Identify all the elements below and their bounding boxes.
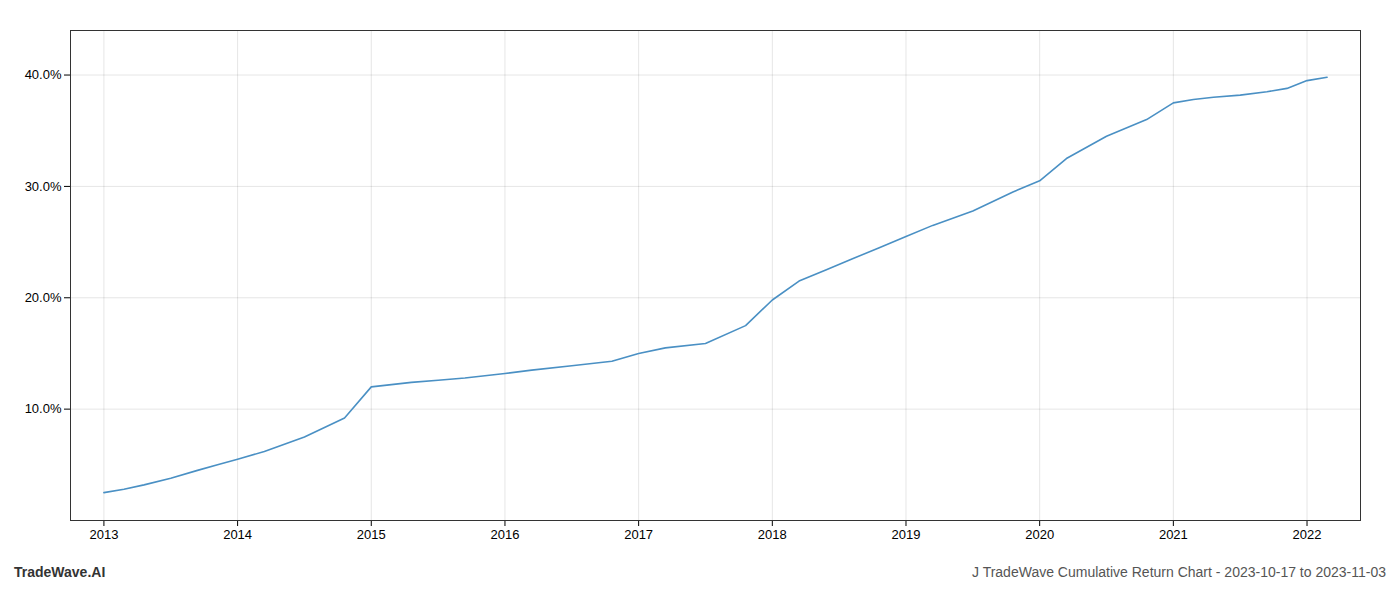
svg-text:2018: 2018 — [758, 527, 787, 542]
html-text:TradeWave.AI: TradeWave.AI — [14, 564, 106, 580]
svg-text:2017: 2017 — [624, 527, 653, 542]
html-text:J TradeWave Cumulative Return: J TradeWave Cumulative Return Chart - 20… — [972, 564, 1386, 580]
svg-text:40.0%: 40.0% — [25, 67, 62, 82]
svg-text:2020: 2020 — [1025, 527, 1054, 542]
svg-text:2019: 2019 — [892, 527, 921, 542]
svg-text:2014: 2014 — [223, 527, 252, 542]
svg-text:30.0%: 30.0% — [25, 179, 62, 194]
svg-text:20.0%: 20.0% — [25, 290, 62, 305]
svg-text:2013: 2013 — [89, 527, 118, 542]
svg-text:2021: 2021 — [1159, 527, 1188, 542]
svg-text:2022: 2022 — [1293, 527, 1322, 542]
svg-text:2015: 2015 — [357, 527, 386, 542]
svg-text:10.0%: 10.0% — [25, 401, 62, 416]
svg-text:2016: 2016 — [490, 527, 519, 542]
